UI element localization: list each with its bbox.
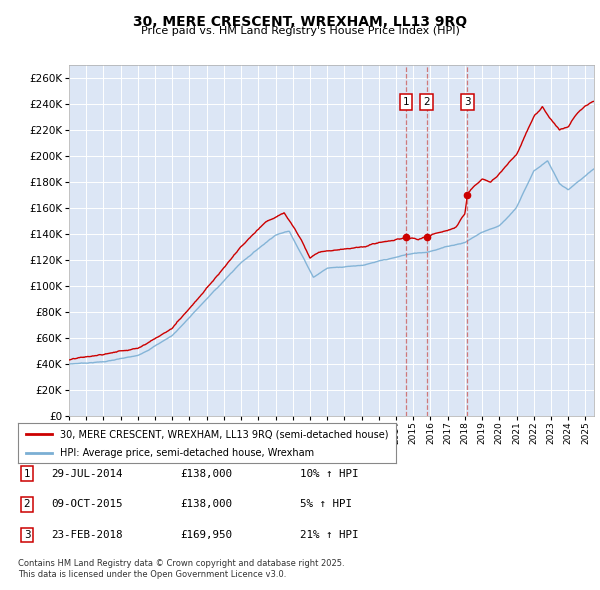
Text: 30, MERE CRESCENT, WREXHAM, LL13 9RQ (semi-detached house): 30, MERE CRESCENT, WREXHAM, LL13 9RQ (se… [59, 430, 388, 440]
Text: This data is licensed under the Open Government Licence v3.0.: This data is licensed under the Open Gov… [18, 571, 286, 579]
Text: 30, MERE CRESCENT, WREXHAM, LL13 9RQ: 30, MERE CRESCENT, WREXHAM, LL13 9RQ [133, 15, 467, 29]
Text: 1: 1 [23, 469, 31, 478]
Text: 29-JUL-2014: 29-JUL-2014 [51, 469, 122, 478]
Text: 09-OCT-2015: 09-OCT-2015 [51, 500, 122, 509]
Text: 2: 2 [23, 500, 31, 509]
Text: Contains HM Land Registry data © Crown copyright and database right 2025.: Contains HM Land Registry data © Crown c… [18, 559, 344, 568]
Text: £138,000: £138,000 [180, 500, 232, 509]
Text: Price paid vs. HM Land Registry's House Price Index (HPI): Price paid vs. HM Land Registry's House … [140, 26, 460, 36]
Text: 1: 1 [403, 97, 409, 107]
Text: 3: 3 [464, 97, 471, 107]
Text: 5% ↑ HPI: 5% ↑ HPI [300, 500, 352, 509]
Text: 10% ↑ HPI: 10% ↑ HPI [300, 469, 359, 478]
Text: £138,000: £138,000 [180, 469, 232, 478]
Text: HPI: Average price, semi-detached house, Wrexham: HPI: Average price, semi-detached house,… [59, 448, 314, 458]
Text: 21% ↑ HPI: 21% ↑ HPI [300, 530, 359, 540]
Text: £169,950: £169,950 [180, 530, 232, 540]
Text: 2: 2 [423, 97, 430, 107]
Text: 3: 3 [23, 530, 31, 540]
Text: 23-FEB-2018: 23-FEB-2018 [51, 530, 122, 540]
